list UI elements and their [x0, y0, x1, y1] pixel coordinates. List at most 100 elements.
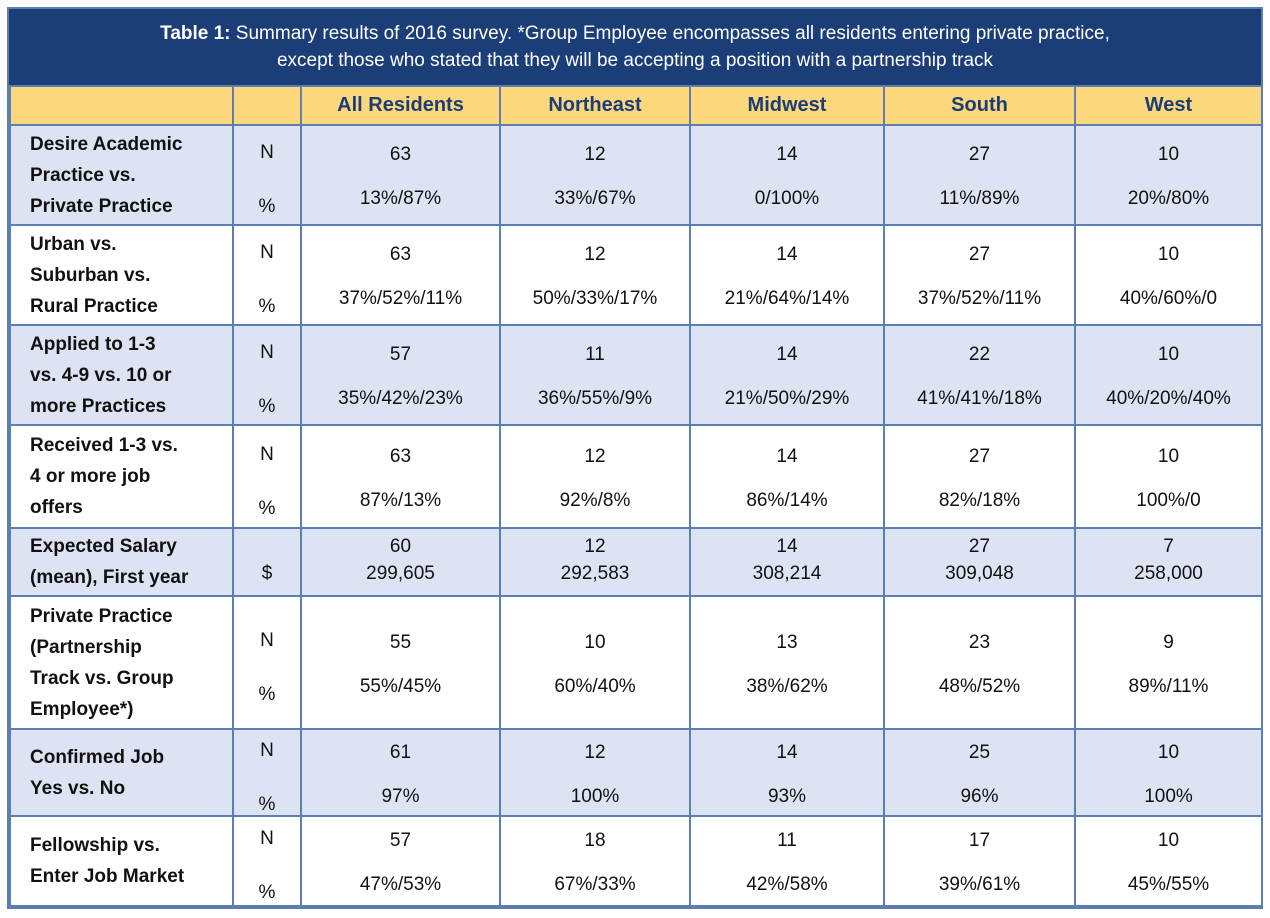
- value-cell: 63 87%/13%: [300, 424, 501, 529]
- count-value: 12: [584, 446, 606, 467]
- unit-n-label: N: [260, 444, 274, 465]
- percent-value: 100%: [570, 786, 620, 807]
- unit-n-label: N: [260, 142, 274, 163]
- count-value: 18: [584, 830, 606, 851]
- value-cell: 14 0/100%: [689, 124, 885, 226]
- row-label-line: offers: [30, 497, 83, 518]
- value-cell: 14 93%: [689, 728, 885, 817]
- value-cell: 57 35%/42%/23%: [300, 324, 501, 426]
- row-label: Confirmed Job Yes vs. No: [9, 728, 234, 817]
- unit-n-label: N: [260, 828, 274, 849]
- table-row: Applied to 1-3 vs. 4-9 vs. 10 or more Prac…: [9, 324, 1263, 426]
- table-caption: Table 1: Summary results of 2016 survey.…: [9, 9, 1261, 85]
- count-value: 27: [968, 536, 991, 557]
- row-unit: N%: [232, 815, 302, 907]
- unit-percent-label: %: [258, 296, 276, 317]
- count-value: 12: [584, 244, 606, 265]
- column-header-south: South: [883, 85, 1076, 126]
- count-value: 14: [776, 344, 798, 365]
- row-label-line: Private Practice: [30, 195, 173, 217]
- value-cell: 12 33%/67%: [499, 124, 691, 226]
- value-cell: 12 292,583: [499, 527, 691, 597]
- percent-value: 60%/40%: [554, 676, 636, 697]
- value-cell: 7 258,000: [1074, 527, 1263, 597]
- percent-value: 96%: [960, 786, 999, 807]
- value-cell: 25 96%: [883, 728, 1076, 817]
- percent-value: 37%/52%/11%: [917, 288, 1042, 309]
- value-cell: 11 36%/55%/9%: [499, 324, 691, 426]
- count-value: 27: [968, 144, 991, 165]
- row-unit: $: [232, 527, 302, 597]
- salary-value: 308,214: [752, 563, 822, 584]
- percent-value: 40%/60%/0: [1119, 288, 1218, 309]
- percent-value: 38%/62%: [746, 676, 828, 697]
- header-empty-unit: [232, 85, 302, 126]
- count-value: 13: [776, 632, 798, 653]
- row-label-line: Desire Academic: [30, 133, 183, 155]
- value-cell: 23 48%/52%: [883, 595, 1076, 730]
- unit-percent-label: %: [258, 794, 276, 815]
- percent-value: 93%: [767, 786, 807, 807]
- value-cell: 13 38%/62%: [689, 595, 885, 730]
- row-label: Received 1-3 vs. 4 or more job offers: [9, 424, 234, 529]
- row-unit: N%: [232, 124, 302, 226]
- row-unit: N%: [232, 728, 302, 817]
- value-cell: 61 97%: [300, 728, 501, 817]
- salary-value: 299,605: [366, 563, 435, 584]
- row-unit: N%: [232, 424, 302, 529]
- count-value: 14: [776, 536, 798, 557]
- row-label-line: Employee*): [30, 698, 134, 720]
- count-value: 63: [389, 144, 412, 165]
- column-header-all-residents: All Residents: [300, 85, 501, 126]
- row-unit: N%: [232, 324, 302, 426]
- unit-n-label: N: [260, 342, 274, 363]
- unit-percent-label: %: [258, 196, 276, 217]
- salary-value: 292,583: [560, 563, 630, 584]
- row-label-line: (Partnership: [30, 636, 142, 658]
- row-label-line: Enter Job Market: [30, 866, 185, 887]
- percent-value: 33%/67%: [554, 188, 636, 209]
- count-value: 10: [1157, 144, 1180, 165]
- unit-n-label: N: [260, 740, 274, 761]
- caption-line-2: except those who stated that they will b…: [276, 50, 994, 71]
- unit-percent-label: %: [258, 684, 276, 705]
- table-row: Private Practice (Partnership Track vs. Gr…: [9, 595, 1263, 730]
- value-cell: 10 40%/60%/0: [1074, 224, 1263, 326]
- count-value: 63: [389, 446, 412, 467]
- percent-value: 97%: [381, 786, 420, 807]
- count-value: 12: [584, 742, 606, 763]
- count-value: 17: [968, 830, 991, 851]
- row-label-line: Applied to 1-3: [30, 333, 156, 355]
- value-cell: 60 299,605: [300, 527, 501, 597]
- count-value: 61: [389, 742, 412, 763]
- count-value: 14: [776, 244, 798, 265]
- count-value: 60: [389, 536, 412, 557]
- percent-value: 36%/55%/9%: [537, 388, 653, 409]
- value-cell: 10 20%/80%: [1074, 124, 1263, 226]
- value-cell: 55 55%/45%: [300, 595, 501, 730]
- header-empty-label: [9, 85, 234, 126]
- count-value: 22: [968, 344, 991, 365]
- count-value: 57: [389, 830, 412, 851]
- count-value: 57: [389, 344, 412, 365]
- percent-value: 37%/52%/11%: [338, 288, 463, 309]
- row-label-line: Urban vs.: [30, 233, 117, 255]
- row-label-line: Practice vs.: [30, 164, 136, 186]
- row-label: Expected Salary (mean), First year: [9, 527, 234, 597]
- salary-value: 258,000: [1134, 563, 1203, 584]
- row-label-line: Confirmed Job: [30, 746, 165, 768]
- count-value: 12: [584, 144, 606, 165]
- salary-value: 309,048: [945, 563, 1014, 584]
- percent-value: 21%/50%/29%: [724, 388, 850, 409]
- count-value: 7: [1163, 536, 1174, 557]
- percent-value: 92%/8%: [559, 490, 631, 511]
- unit-n-label: N: [260, 242, 274, 263]
- row-label-line: Suburban vs.: [30, 264, 151, 286]
- caption-line-1: Summary results of 2016 survey. *Group E…: [230, 23, 1110, 44]
- table-row: Received 1-3 vs. 4 or more job offers N% 63 8…: [9, 424, 1263, 529]
- percent-value: 20%/80%: [1127, 188, 1210, 209]
- value-cell: 12 100%: [499, 728, 691, 817]
- count-value: 25: [968, 742, 991, 763]
- percent-value: 100%/0: [1136, 490, 1201, 511]
- percent-value: 87%/13%: [359, 490, 442, 511]
